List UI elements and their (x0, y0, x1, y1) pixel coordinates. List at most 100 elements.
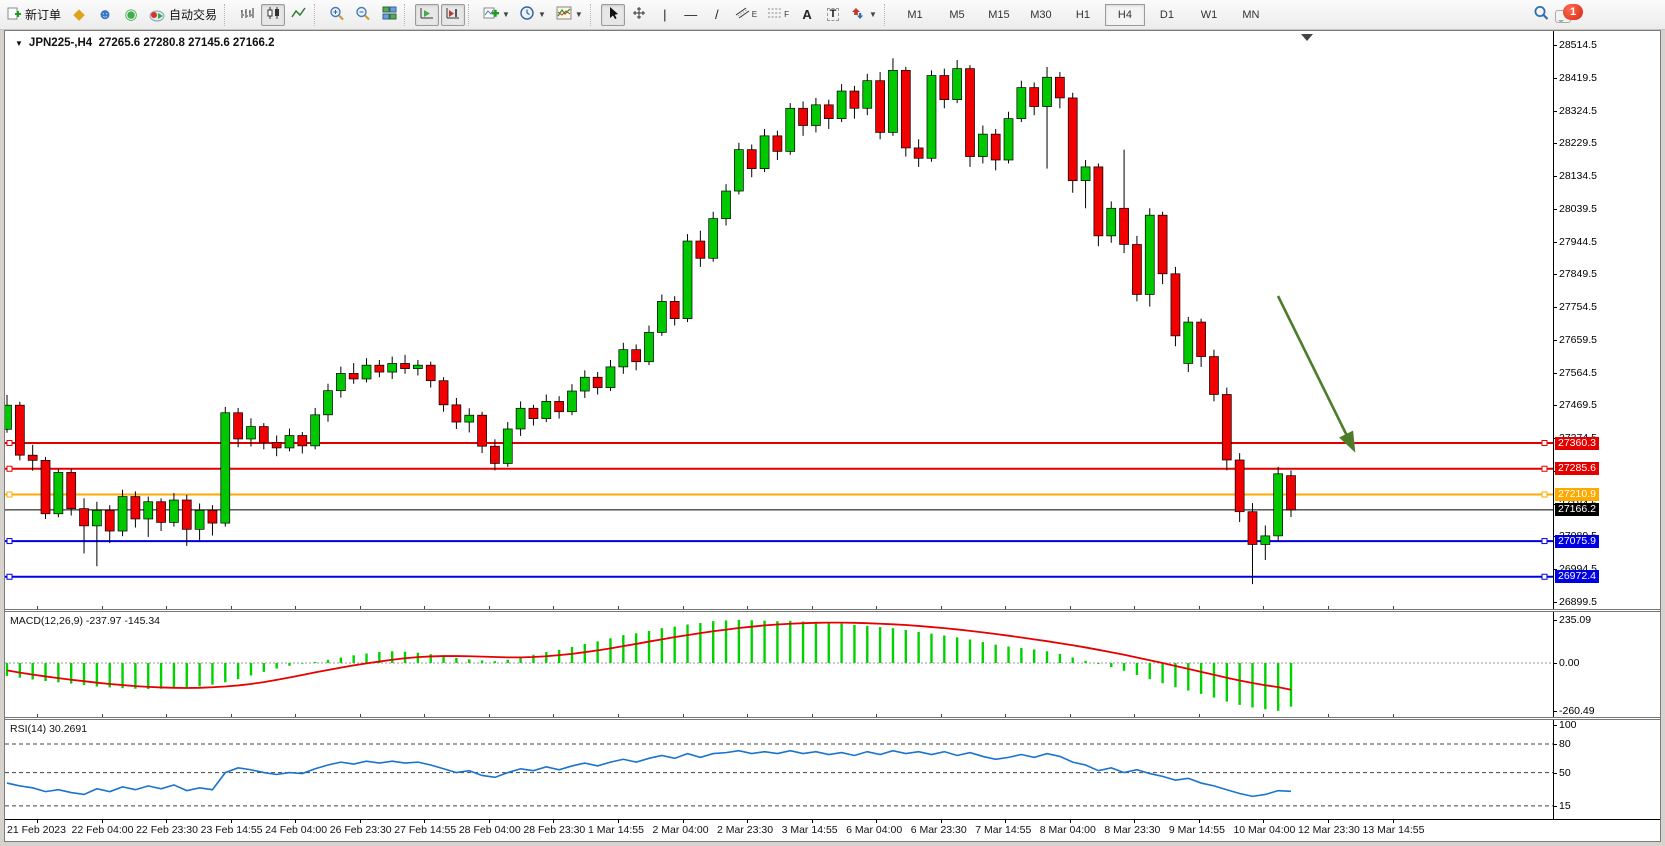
pane-tick-mark (424, 606, 426, 609)
candle-body (246, 426, 256, 440)
line-anchor-handle[interactable] (6, 440, 13, 446)
candle-body (451, 404, 462, 423)
zoom-in-button[interactable] (325, 4, 349, 26)
line-chart-icon (291, 6, 307, 23)
text-tool-button[interactable]: A (795, 4, 819, 26)
pane-tick-mark (876, 606, 878, 609)
toolbar-separator (404, 3, 412, 26)
trendline-tool-button[interactable]: / (705, 4, 729, 26)
pane-tick-mark (682, 606, 684, 609)
pane-tick-mark (876, 714, 878, 717)
time-tick-mark (1005, 819, 1007, 823)
line-anchor-handle[interactable] (6, 573, 13, 580)
time-axis-label: 12 Mar 23:30 (1298, 824, 1360, 836)
candle-body (104, 509, 115, 532)
pane-separator[interactable] (5, 609, 1660, 612)
line-anchor-handle[interactable] (1541, 573, 1548, 580)
macd-pane[interactable] (5, 612, 1553, 717)
macd-tick-label: 0.00 (1559, 657, 1580, 670)
timeframe-button-h4[interactable]: H4 (1104, 3, 1145, 26)
candle-body (438, 380, 449, 406)
channel-tool-button[interactable]: E (731, 4, 761, 26)
line-anchor-handle[interactable] (6, 538, 13, 545)
auto-scroll-button[interactable] (415, 3, 440, 26)
timeframe-button-w1[interactable]: W1 (1200, 8, 1218, 21)
chart-shift-icon (445, 6, 461, 23)
market-button[interactable]: ◆ (67, 4, 91, 26)
line-anchor-handle[interactable] (1541, 491, 1548, 498)
signal-button[interactable]: ◉ (119, 4, 143, 26)
timeframe-button-m15[interactable]: M15 (988, 8, 1010, 21)
candle-body (875, 80, 885, 133)
crosshair-tool-button[interactable] (627, 4, 651, 26)
pane-tick-mark (1134, 606, 1136, 609)
timeframe-button-m5[interactable]: M5 (949, 8, 965, 21)
candle-body (40, 459, 51, 515)
periods-button[interactable]: ▼ (516, 4, 550, 26)
rsi-line (6, 749, 1292, 798)
bar-chart-button[interactable] (235, 4, 259, 26)
person-icon: ☻ (97, 6, 113, 23)
time-axis-label: 24 Feb 04:00 (265, 824, 328, 836)
arrows-tool-button[interactable]: ▼ (847, 4, 881, 26)
horizontal-line-tool-button[interactable]: — (679, 4, 703, 26)
timeframe-button-mn[interactable]: MN (1242, 8, 1260, 21)
chevron-down-icon[interactable]: ▼ (15, 39, 23, 48)
price-pane[interactable] (5, 32, 1553, 609)
timeframe-button-d1[interactable]: D1 (1159, 8, 1174, 21)
timeframe-button-m1[interactable]: M1 (907, 8, 923, 21)
pane-tick-mark (1005, 714, 1007, 717)
community-button[interactable]: ☻ (93, 4, 117, 26)
candle-body (194, 509, 205, 530)
notifications-button[interactable]: 1 (1555, 3, 1583, 26)
time-tick-mark (553, 819, 555, 823)
line-anchor-handle[interactable] (6, 491, 13, 498)
line-chart-button[interactable] (287, 4, 311, 26)
templates-button[interactable]: ▼ (552, 4, 587, 26)
pane-separator[interactable] (5, 717, 1660, 720)
candle-body (785, 107, 796, 152)
candle-body (554, 401, 564, 413)
line-anchor-handle[interactable] (1541, 465, 1548, 472)
macd-label: MACD(12,26,9) -237.97 -145.34 (10, 615, 160, 627)
zoom-out-button[interactable] (351, 4, 375, 26)
candle-body (952, 68, 963, 101)
line-anchor-handle[interactable] (6, 465, 13, 472)
templates-icon (556, 6, 572, 23)
indicators-button[interactable]: ▼ (479, 4, 514, 26)
tile-windows-button[interactable] (377, 4, 401, 26)
line-anchor-handle[interactable] (1541, 440, 1548, 446)
pane-tick-mark (1328, 606, 1329, 609)
macd-tick-mark (1553, 619, 1557, 621)
timeframe-button-m30[interactable]: M30 (1030, 8, 1052, 21)
candle-body (181, 499, 192, 530)
price-tick-mark (1553, 339, 1557, 341)
candle-body (53, 472, 64, 515)
chart-shift-marker[interactable] (1301, 34, 1313, 41)
candle-body (798, 107, 808, 126)
pane-tick-mark (553, 606, 555, 609)
pane-tick-mark (1005, 606, 1007, 609)
candle-body (746, 149, 757, 169)
candlestick-chart-button[interactable] (261, 3, 286, 26)
time-tick-mark (1392, 819, 1394, 823)
auto-trading-button[interactable]: 自动交易 (145, 4, 221, 26)
arrow-annotation[interactable] (1276, 295, 1356, 453)
line-price-label: 27210.9 (1555, 488, 1599, 502)
vertical-line-tool-button[interactable]: | (653, 4, 677, 26)
time-tick-mark (488, 819, 490, 823)
line-price-label: 26972.4 (1555, 570, 1599, 584)
time-tick-mark (1069, 819, 1071, 823)
time-axis-label: 8 Mar 23:30 (1104, 824, 1161, 836)
pane-tick-mark (359, 606, 361, 609)
text-label-tool-button[interactable]: T (821, 4, 845, 26)
new-order-button[interactable]: 新订单 (3, 4, 65, 26)
new-order-icon (7, 6, 21, 23)
chart-shift-button[interactable] (441, 3, 466, 26)
fibonacci-tool-button[interactable]: F (763, 4, 793, 26)
search-button[interactable] (1529, 4, 1554, 26)
cursor-tool-button[interactable] (600, 3, 625, 26)
line-anchor-handle[interactable] (1541, 538, 1548, 545)
timeframe-button-h1[interactable]: H1 (1075, 8, 1090, 21)
rsi-pane[interactable] (5, 720, 1553, 819)
